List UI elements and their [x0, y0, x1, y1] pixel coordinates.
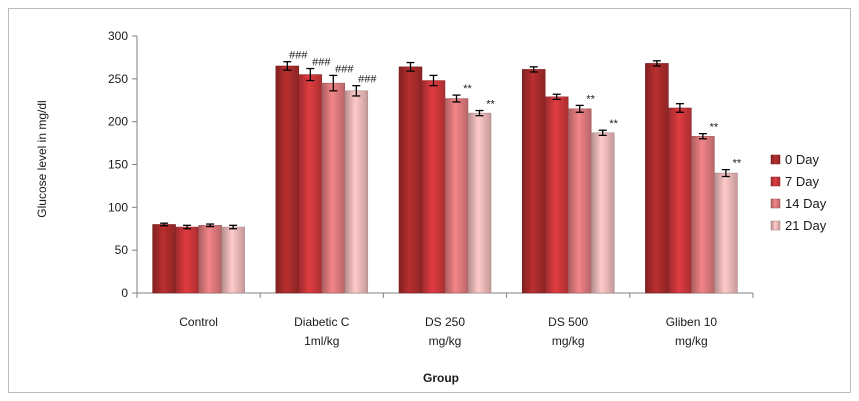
glucose-bar-chart: 0 50 100 150 200 250 300 Control Diabetic C 1ml/…: [35, 29, 827, 385]
bars: [152, 63, 738, 294]
bar: [668, 107, 692, 294]
bar: [421, 80, 446, 294]
significance-annotations: ### ### ### ### ** ** ** ** ** **: [289, 50, 742, 170]
legend-item: 7 Day: [770, 174, 819, 189]
bar: [298, 74, 323, 294]
legend: 0 Day 7 Day 14 Day 21 Day: [770, 152, 827, 233]
x-category-label: mg/kg: [552, 334, 585, 348]
bar: [444, 98, 469, 294]
chart-frame: 0 50 100 150 200 250 300 Control Diabetic C 1ml/…: [8, 8, 851, 393]
x-axis: Control Diabetic C 1ml/kg DS 250 mg/kg DS 500…: [136, 292, 754, 348]
bar: [645, 63, 669, 294]
bar: [344, 90, 369, 294]
y-tick-label: 150: [108, 158, 128, 172]
error-bars: [160, 60, 730, 230]
significance-annotation: **: [710, 122, 719, 134]
legend-item: 0 Day: [770, 152, 819, 167]
significance-annotation: **: [609, 118, 618, 130]
bar: [275, 65, 300, 294]
legend-item: 21 Day: [770, 218, 827, 233]
y-tick-label: 50: [115, 243, 129, 257]
legend-label: 14 Day: [785, 196, 827, 211]
bar: [152, 224, 176, 294]
x-category-label: 1ml/kg: [304, 334, 339, 348]
bar: [691, 135, 715, 294]
y-axis: 0 50 100 150 200 250 300: [108, 29, 138, 300]
bar: [544, 96, 569, 294]
significance-annotation: ###: [358, 74, 377, 86]
y-tick-label: 250: [108, 72, 128, 86]
bar: [321, 82, 346, 294]
significance-annotation: ###: [335, 63, 354, 75]
legend-swatch: [770, 154, 781, 165]
x-category-label: Control: [179, 315, 218, 329]
bar: [221, 226, 245, 294]
x-category-label: DS 500: [548, 315, 588, 329]
y-tick-label: 300: [108, 29, 128, 43]
legend-swatch: [770, 176, 781, 187]
significance-annotation: **: [733, 158, 742, 170]
significance-annotation: ###: [289, 50, 308, 62]
legend-item: 14 Day: [770, 196, 827, 211]
x-axis-title: Group: [423, 371, 459, 385]
significance-annotation: **: [586, 93, 595, 105]
legend-swatch: [770, 220, 781, 231]
significance-annotation: **: [463, 83, 472, 95]
bar: [398, 66, 423, 294]
x-category-label: DS 250: [425, 315, 465, 329]
significance-annotation: ###: [312, 57, 331, 69]
y-tick-label: 200: [108, 115, 128, 129]
bar: [714, 172, 738, 294]
significance-annotation: **: [486, 99, 495, 111]
y-axis-title: Glucose level in mg/dl: [35, 100, 49, 217]
bar: [567, 108, 592, 294]
bar: [521, 69, 546, 294]
bar: [198, 225, 222, 294]
y-tick-label: 0: [121, 286, 128, 300]
bar: [590, 132, 615, 294]
legend-swatch: [770, 198, 781, 209]
y-tick-label: 100: [108, 200, 128, 214]
bar: [175, 226, 199, 294]
legend-label: 21 Day: [785, 218, 827, 233]
x-category-label: Gliben 10: [666, 315, 718, 329]
bar: [467, 112, 492, 294]
x-category-label: mg/kg: [429, 334, 462, 348]
x-category-label: Diabetic C: [294, 315, 350, 329]
legend-label: 7 Day: [785, 174, 819, 189]
x-category-label: mg/kg: [675, 334, 708, 348]
legend-label: 0 Day: [785, 152, 819, 167]
